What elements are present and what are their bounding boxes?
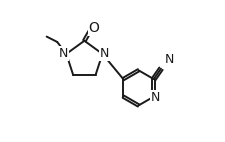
Text: O: O <box>88 21 99 35</box>
Text: N: N <box>165 53 174 66</box>
Text: N: N <box>151 91 160 104</box>
Text: N: N <box>100 47 109 60</box>
Text: N: N <box>59 47 68 60</box>
